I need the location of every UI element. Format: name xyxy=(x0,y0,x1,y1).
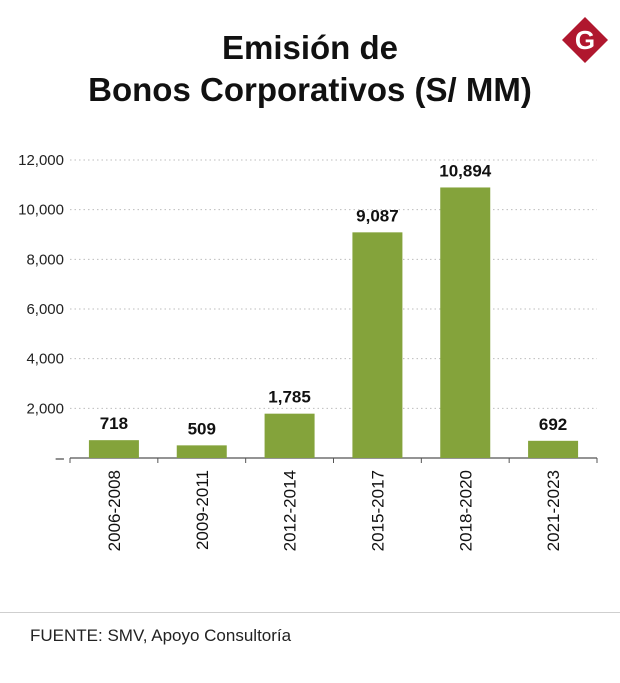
y-tick-label: 6,000 xyxy=(26,301,64,318)
logo-letter: G xyxy=(575,25,595,55)
bar xyxy=(176,445,227,458)
bar-value-label: 509 xyxy=(188,419,216,438)
x-tick-label: 2009-2011 xyxy=(193,470,212,550)
bar-chart: – 2,000 4,000 6,000 8,000 10,000 12,000 718 2006… xyxy=(18,152,598,551)
y-tick-label: 8,000 xyxy=(26,251,64,268)
bar-value-label: 10,894 xyxy=(439,161,492,180)
bar xyxy=(352,232,403,458)
bar-value-label: 1,785 xyxy=(268,388,311,407)
chart-title-line2: Bonos Corporativos (S/ MM) xyxy=(88,71,532,108)
bar-value-label: 9,087 xyxy=(356,206,399,225)
logo-diamond xyxy=(562,17,608,63)
x-tick-label: 2018-2020 xyxy=(456,470,475,551)
y-tick-label: 4,000 xyxy=(26,351,64,368)
x-tick-label: 2006-2008 xyxy=(105,470,124,551)
y-tick-label: 12,000 xyxy=(18,152,64,169)
source-note: FUENTE: SMV, Apoyo Consultoría xyxy=(30,626,292,645)
bar xyxy=(440,187,491,458)
bar xyxy=(528,440,579,458)
bar-value-label: 718 xyxy=(100,414,128,433)
x-tick-label: 2012-2014 xyxy=(281,470,300,551)
chart-title-line1: Emisión de xyxy=(221,29,399,66)
y-tick-label: 10,000 xyxy=(18,202,64,219)
x-tick-label: 2015-2017 xyxy=(368,470,387,551)
bar xyxy=(264,413,315,458)
gestion-logo-icon: G xyxy=(562,17,608,63)
y-tick-label: – xyxy=(56,450,65,467)
y-tick-label: 2,000 xyxy=(26,400,64,417)
bar-value-label: 692 xyxy=(539,415,567,434)
footer-divider xyxy=(0,612,620,613)
bar xyxy=(88,440,139,458)
x-tick-label: 2021-2023 xyxy=(544,470,563,551)
